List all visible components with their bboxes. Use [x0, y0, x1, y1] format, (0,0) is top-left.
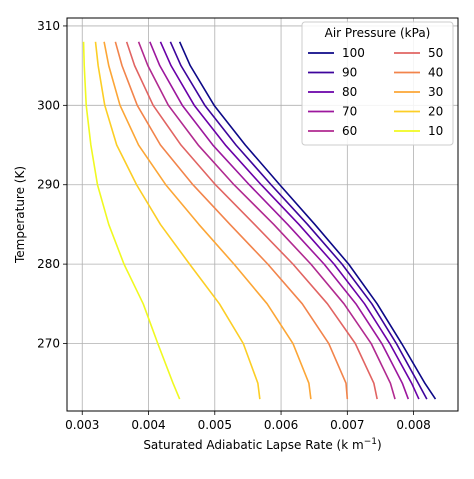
y-tick-label: 300 [37, 98, 60, 112]
x-tick-label: 0.004 [131, 418, 165, 432]
y-tick-label: 310 [37, 19, 60, 33]
y-tick-label: 290 [37, 178, 60, 192]
legend-items: 100 90 80 70 60 50 40 30 20 10 [308, 46, 443, 138]
x-tick-label: 0.003 [65, 418, 99, 432]
series-line-40 [114, 41, 349, 400]
series-line-80 [159, 41, 420, 400]
y-axis-title: Temperature (K) [13, 166, 27, 264]
series-lines [82, 41, 437, 400]
x-tick-label: 0.008 [396, 418, 430, 432]
legend-label-40: 40 [428, 66, 443, 80]
x-tick-label: 0.005 [198, 418, 232, 432]
plot-frame [66, 17, 459, 412]
legend-label-50: 50 [428, 46, 443, 60]
legend-label-30: 30 [428, 85, 443, 99]
x-axis-ticks: 0.003 0.004 0.005 0.006 0.007 0.008 [65, 411, 431, 432]
x-tick-label: 0.007 [330, 418, 364, 432]
series-line-20 [94, 41, 261, 400]
series-line-70 [149, 41, 410, 400]
legend-title: Air Pressure (kPa) [325, 26, 431, 40]
y-tick-label: 280 [37, 257, 60, 271]
x-tick-label: 0.006 [264, 418, 298, 432]
series-line-100 [178, 41, 437, 400]
y-tick-label: 270 [37, 337, 60, 351]
legend-label-70: 70 [342, 105, 357, 119]
x-axis-title: Saturated Adiabatic Lapse Rate (k m−1) [143, 437, 381, 452]
legend-label-90: 90 [342, 66, 357, 80]
legend-label-80: 80 [342, 85, 357, 99]
legend-label-60: 60 [342, 124, 357, 138]
legend: Air Pressure (kPa) 100 90 80 70 60 50 40 30 20 10 [301, 21, 454, 146]
series-line-30 [103, 41, 312, 400]
y-axis-ticks: 270 280 290 300 310 [37, 19, 67, 351]
legend-label-20: 20 [428, 105, 443, 119]
series-line-90 [169, 41, 428, 400]
legend-label-10: 10 [428, 124, 443, 138]
legend-label-100: 100 [342, 46, 365, 60]
series-line-50 [125, 41, 378, 400]
series-line-60 [137, 41, 396, 400]
series-line-10 [82, 41, 181, 400]
